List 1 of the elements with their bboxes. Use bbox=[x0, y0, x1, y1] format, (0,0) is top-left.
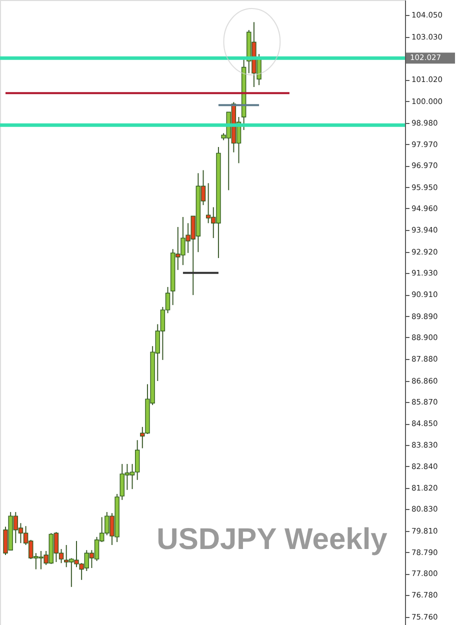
annotation: USDJPY Weekly bbox=[156, 523, 388, 556]
